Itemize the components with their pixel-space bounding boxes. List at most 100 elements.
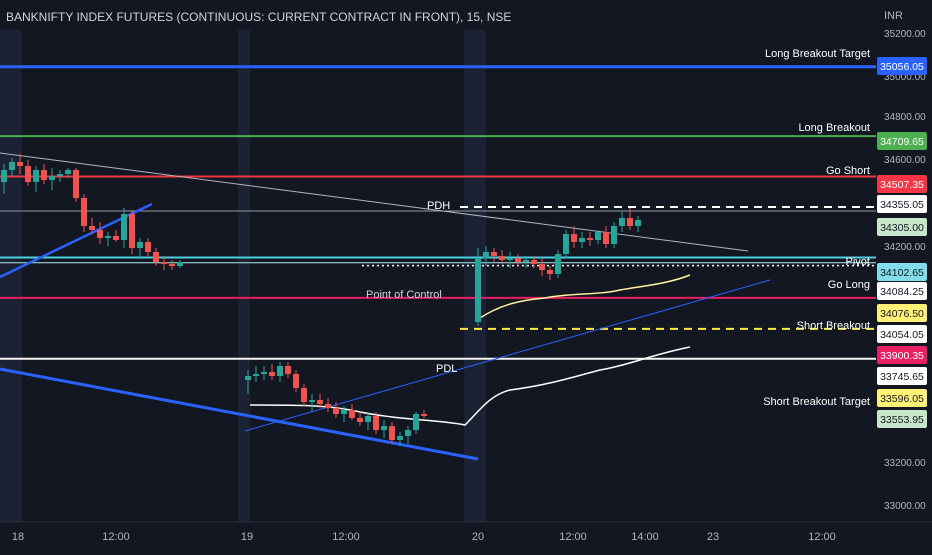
price-tag-label: 33553.95 (880, 414, 924, 426)
candle-body (65, 170, 71, 174)
session-band (0, 30, 22, 522)
candle-body (325, 404, 331, 408)
candle-body (627, 218, 633, 226)
price-tag-label: 33900.35 (880, 350, 924, 362)
trendline-resistance (0, 152, 749, 252)
price-tag-label: 33745.65 (880, 371, 924, 383)
candle-body (81, 198, 87, 226)
candle-body (1, 170, 7, 182)
candle-body (341, 410, 347, 414)
candle-body (309, 400, 315, 402)
price-tag-bg (877, 367, 927, 385)
candle-body (301, 388, 307, 402)
price-tag-label: 34054.05 (880, 329, 924, 341)
price-tag-bg (877, 263, 927, 281)
price-tag-label: 34709.65 (880, 136, 924, 148)
x-tick-label: 12:00 (808, 531, 836, 543)
candle-body (365, 416, 371, 422)
currency-label: INR (884, 10, 903, 22)
candle-body (587, 238, 593, 240)
candle-body (49, 176, 55, 180)
trendline-thin-up (244, 279, 771, 432)
candle-body (571, 234, 577, 242)
candle-body (269, 372, 275, 376)
candle-body (421, 414, 427, 416)
price-tag-label: 35056.05 (880, 61, 924, 73)
level-label-long-breakout: Long Breakout (798, 122, 870, 134)
vwap-upper-curve (479, 274, 691, 319)
candle-body (169, 264, 175, 266)
price-tag-bg (877, 57, 927, 75)
y-tick-label: 34600.00 (884, 155, 926, 166)
level-label-go-short: Go Short (826, 165, 870, 177)
candle-body (89, 226, 95, 230)
candle-body (253, 374, 259, 376)
candle-body (177, 262, 183, 266)
candle-body (397, 436, 403, 440)
level-label-long-breakout-target: Long Breakout Target (765, 48, 870, 60)
candle-body (245, 376, 251, 380)
y-tick-label: 35000.00 (884, 72, 926, 83)
candle-body (277, 366, 283, 376)
y-tick-label: 35200.00 (884, 29, 926, 40)
x-tick-label: 12:00 (102, 531, 130, 543)
candle-body (547, 270, 553, 274)
candle-body (121, 214, 127, 240)
candle-body (317, 400, 323, 404)
candle-body (105, 236, 111, 238)
price-tag-label: 34305.00 (880, 222, 924, 234)
candle-body (73, 170, 79, 198)
price-tag-bg (877, 175, 927, 193)
candle-body (413, 414, 419, 430)
x-tick-label: 19 (241, 531, 253, 543)
candle-body (293, 374, 299, 388)
price-tag-label: 34355.05 (880, 199, 924, 211)
x-tick-label: 18 (12, 531, 24, 543)
candle-body (9, 162, 15, 170)
candle-body (563, 234, 569, 254)
candle-body (475, 258, 481, 322)
candle-body (579, 238, 585, 242)
candle-body (349, 410, 355, 418)
candle-body (333, 408, 339, 414)
candle-body (595, 232, 601, 240)
price-tag-bg (877, 304, 927, 322)
price-tag-label: 33596.05 (880, 393, 924, 405)
candle-body (129, 214, 135, 248)
candle-body (57, 174, 63, 176)
y-tick-label: 34200.00 (884, 242, 926, 253)
candle-body (25, 166, 31, 182)
candle-body (619, 218, 625, 226)
price-tag-label: 34076.50 (880, 308, 924, 320)
trendline-blue-down (0, 367, 479, 461)
price-tag-label: 34084.25 (880, 286, 924, 298)
price-tag-label: 34507.35 (880, 179, 924, 191)
candle-body (539, 264, 545, 270)
chart-title: BANKNIFTY INDEX FUTURES (CONTINUOUS: CUR… (6, 10, 512, 24)
level-label-short-breakout-target: Short Breakout Target (763, 396, 870, 408)
price-tag-bg (877, 346, 927, 364)
x-tick-label: 23 (707, 531, 719, 543)
candle-body (41, 170, 47, 180)
price-tag-bg (877, 389, 927, 407)
level-label-pivot: Pivot (846, 256, 870, 268)
candle-body (389, 426, 395, 440)
price-tag-bg (877, 195, 927, 213)
candle-body (491, 252, 497, 256)
candle-body (153, 252, 159, 262)
candle-body (603, 232, 609, 244)
y-tick-label: 34800.00 (884, 112, 926, 123)
level-label-go-long: Go Long (828, 279, 870, 291)
price-tag-bg (877, 282, 927, 300)
candle-body (635, 220, 641, 226)
session-band (238, 30, 250, 522)
candle-body (285, 366, 291, 374)
candle-body (33, 170, 39, 182)
candle-body (523, 260, 529, 262)
pdl-label: PDL (436, 363, 457, 375)
price-tag-bg (877, 410, 927, 428)
price-tag-label: 34102.65 (880, 267, 924, 279)
level-label-short-breakout: Short Breakout (797, 320, 870, 332)
